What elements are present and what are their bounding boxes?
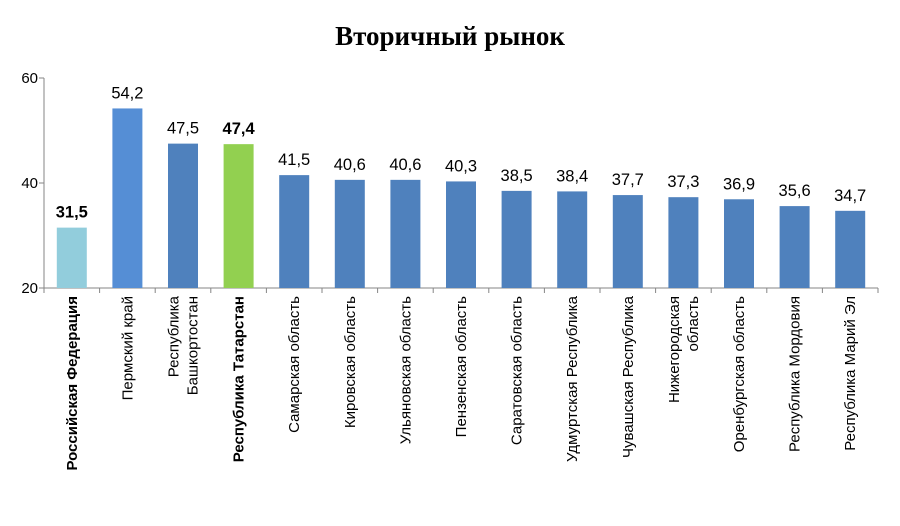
bar: [501, 190, 532, 288]
category-label: Кировская область: [342, 296, 359, 428]
bar: [779, 206, 810, 288]
category-label: Российская Федерация: [64, 296, 81, 471]
category-label-line: Республика Мордовия: [787, 296, 804, 452]
data-label: 35,6: [779, 182, 811, 200]
y-tick-label: 40: [21, 175, 38, 192]
category-label: Пензенская область: [453, 296, 470, 437]
bar: [724, 199, 754, 288]
y-tick-label: 60: [21, 70, 38, 87]
category-label: Чувашская Республика: [620, 295, 637, 458]
category-label: Республика Марий Эл: [842, 296, 859, 451]
data-label: 34,7: [834, 187, 866, 205]
chart-title: Вторичный рынок: [335, 21, 565, 51]
bar: [390, 179, 421, 288]
category-label: Оренбургская область: [731, 296, 748, 452]
data-label: 40,6: [389, 156, 421, 174]
bar: [835, 210, 866, 288]
bar: [279, 175, 310, 288]
category-label: Ульяновская область: [397, 296, 414, 444]
bar: [557, 191, 588, 288]
category-label: Самарская область: [286, 296, 303, 433]
data-label: 40,3: [445, 157, 477, 175]
bar: [668, 197, 699, 288]
category-label-line: область: [685, 296, 702, 352]
bar: [334, 179, 365, 288]
data-label: 47,5: [167, 120, 199, 138]
data-label: 37,3: [667, 173, 699, 191]
data-label: 31,5: [56, 204, 88, 222]
category-labels: Российская Федерация Пермский край Республ…: [64, 295, 859, 470]
category-label-line: Российская Федерация: [64, 296, 81, 471]
category-label-line: Республика Татарстан: [231, 296, 248, 462]
data-label: 36,9: [723, 175, 755, 193]
category-label-line: Пензенская область: [453, 296, 470, 437]
category-label: Республика Мордовия: [787, 296, 804, 452]
category-label: Удмуртская Республика: [564, 295, 581, 462]
data-label: 41,5: [278, 151, 310, 169]
category-label-line: Самарская область: [286, 296, 303, 433]
category-label-line: Удмуртская Республика: [564, 295, 581, 462]
category-label-line: Республика Марий Эл: [842, 296, 859, 451]
category-label-line: Башкортостан: [185, 296, 202, 395]
bars: [56, 108, 866, 288]
category-label: Саратовская область: [509, 296, 526, 445]
category-label-line: Оренбургская область: [731, 296, 748, 452]
bar: [223, 144, 254, 288]
category-label: Республика Татарстан: [231, 296, 248, 462]
category-label-line: Пермский край: [119, 296, 136, 400]
category-label-line: Республика: [166, 295, 183, 377]
category-label-line: Чувашская Республика: [620, 295, 637, 458]
data-label: 38,4: [556, 167, 588, 185]
data-label: 38,5: [501, 167, 533, 185]
data-label: 40,6: [334, 156, 366, 174]
data-label: 37,7: [612, 171, 644, 189]
category-label: Республика Башкортостан: [166, 295, 202, 395]
data-labels: 31,5 54,2 47,5 47,4 41,5 40,6 40,6 40,3 38,5 38,4…: [56, 84, 867, 221]
category-label: Нижегородская область: [666, 296, 702, 403]
category-label: Пермский край: [119, 296, 136, 400]
y-tick-label: 20: [21, 280, 38, 297]
bar: [168, 143, 198, 288]
category-label-line: Кировская область: [342, 296, 359, 428]
bar: [612, 195, 643, 288]
bar: [56, 227, 87, 288]
bar: [112, 108, 143, 288]
category-label-line: Саратовская область: [509, 296, 526, 445]
bar: [446, 181, 476, 288]
category-label-line: Нижегородская: [666, 296, 683, 403]
data-label: 54,2: [111, 84, 143, 102]
category-label-line: Ульяновская область: [397, 296, 414, 444]
data-label: 47,4: [223, 120, 256, 138]
